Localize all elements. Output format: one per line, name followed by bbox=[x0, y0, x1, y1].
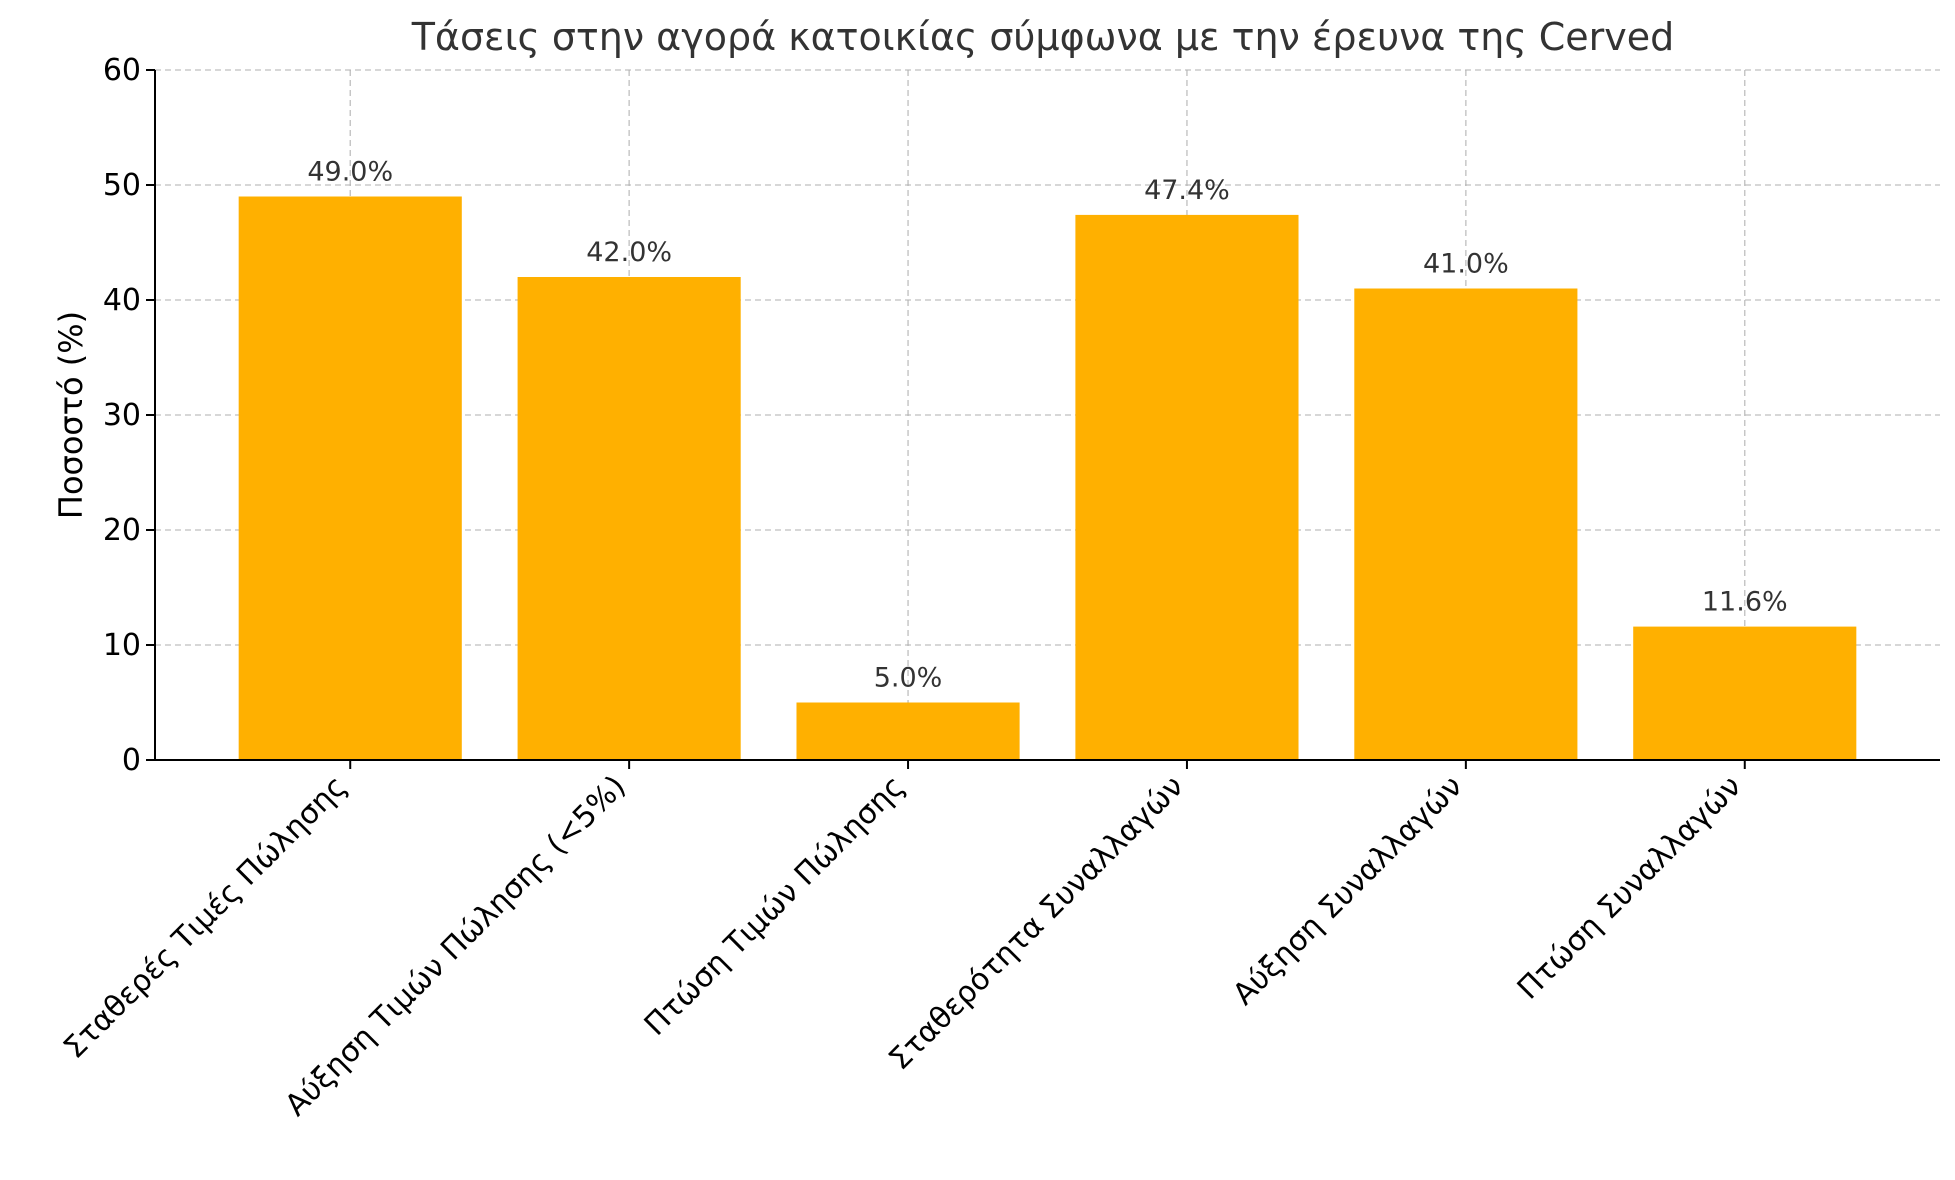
y-tick-label: 30 bbox=[103, 398, 141, 433]
data-label-6: 11.6% bbox=[1702, 587, 1788, 618]
chart-title: Τάσεις στην αγορά κατοικίας σύμφωνα με τ… bbox=[411, 15, 1675, 59]
bar-1 bbox=[238, 196, 462, 760]
data-label-5: 41.0% bbox=[1423, 249, 1509, 280]
y-tick-label: 40 bbox=[103, 283, 141, 318]
x-tick-label-1: Σταθερές Τιμές Πώλησης bbox=[57, 769, 354, 1066]
data-label-2: 42.0% bbox=[586, 237, 672, 268]
bars bbox=[238, 196, 1857, 760]
y-tick-label: 10 bbox=[103, 628, 141, 663]
bar-2 bbox=[517, 277, 741, 760]
data-label-3: 5.0% bbox=[874, 663, 943, 694]
x-tick-label-4: Σταθερότητα Συναλλαγών bbox=[882, 769, 1190, 1077]
bar-4 bbox=[1075, 214, 1299, 760]
y-tick-label: 50 bbox=[103, 168, 141, 203]
data-label-4: 47.4% bbox=[1144, 175, 1230, 206]
x-tick-label-3: Πτώση Τιμών Πώλησης bbox=[638, 769, 912, 1043]
x-tick-label-6: Πτώση Συναλλαγών bbox=[1511, 769, 1749, 1007]
data-label-1: 49.0% bbox=[307, 157, 393, 188]
bar-6 bbox=[1633, 626, 1857, 760]
data-labels: 49.0% 42.0% 5.0% 47.4% 41.0% 11.6% bbox=[307, 157, 1787, 694]
bar-5 bbox=[1354, 288, 1578, 760]
y-tick-label: 0 bbox=[122, 743, 141, 778]
y-tick-label: 60 bbox=[103, 53, 141, 88]
y-axis-label: Ποσοστό (%) bbox=[52, 311, 90, 519]
y-tick-label: 20 bbox=[103, 513, 141, 548]
bar-3 bbox=[796, 702, 1020, 760]
x-tick-label-5: Αύξηση Συναλλαγών bbox=[1226, 769, 1469, 1012]
x-tick-label-2: Αύξηση Τιμών Πώλησης (<5%) bbox=[279, 769, 633, 1123]
